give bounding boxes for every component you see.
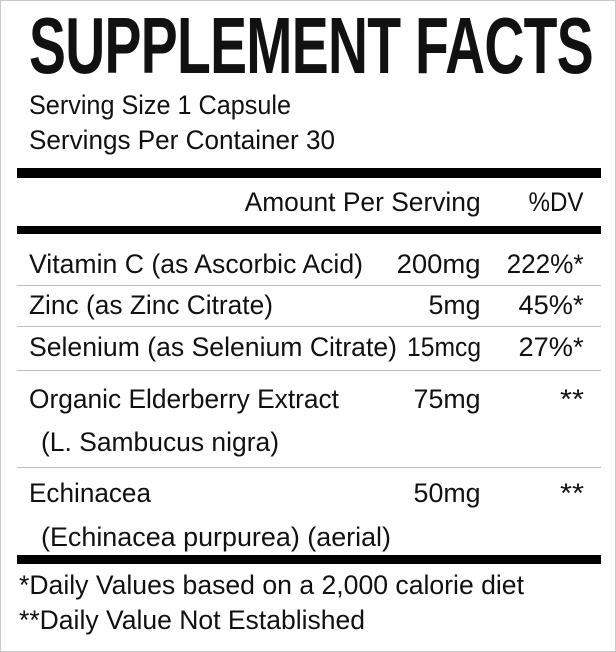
nutrient-amount: 15mcg	[407, 332, 481, 362]
servings-per-container: Servings Per Container 30	[29, 125, 335, 155]
nutrient-name: Selenium (as Selenium Citrate)	[29, 332, 397, 362]
nutrient-dv: 45%*	[519, 290, 584, 320]
footnote-not-established: **Daily Value Not Established	[19, 605, 365, 635]
row-divider	[17, 467, 601, 468]
nutrient-name: Echinacea	[29, 478, 151, 508]
row-divider	[17, 285, 601, 286]
nutrient-name: Organic Elderberry Extract	[29, 384, 339, 414]
nutrient-amount: 200mg	[397, 249, 481, 279]
nutrient-dv: 27%*	[519, 332, 584, 362]
label-title: SUPPLEMENT FACTS	[29, 1, 594, 90]
serving-size: Serving Size 1 Capsule	[29, 90, 291, 120]
thick-divider	[17, 168, 601, 178]
footnote-daily-values: *Daily Values based on a 2,000 calorie d…	[19, 570, 524, 600]
row-divider	[17, 370, 601, 371]
thick-divider	[17, 226, 601, 234]
nutrient-source: (Echinacea purpurea) (aerial)	[41, 522, 391, 552]
nutrient-amount: 5mg	[429, 290, 481, 320]
nutrient-dv: **	[560, 384, 584, 414]
thick-divider	[17, 555, 601, 564]
nutrient-name: Vitamin C (as Ascorbic Acid)	[29, 249, 363, 279]
nutrient-amount: 75mg	[414, 384, 481, 414]
nutrient-name: Zinc (as Zinc Citrate)	[29, 290, 273, 320]
amount-header: Amount Per Serving	[245, 187, 481, 217]
dv-header: %DV	[529, 187, 584, 217]
nutrient-dv: 222%*	[507, 249, 584, 279]
row-divider	[17, 326, 601, 327]
nutrient-source: (L. Sambucus nigra)	[41, 427, 279, 457]
nutrient-amount: 50mg	[414, 478, 481, 508]
nutrient-dv: **	[560, 478, 584, 508]
